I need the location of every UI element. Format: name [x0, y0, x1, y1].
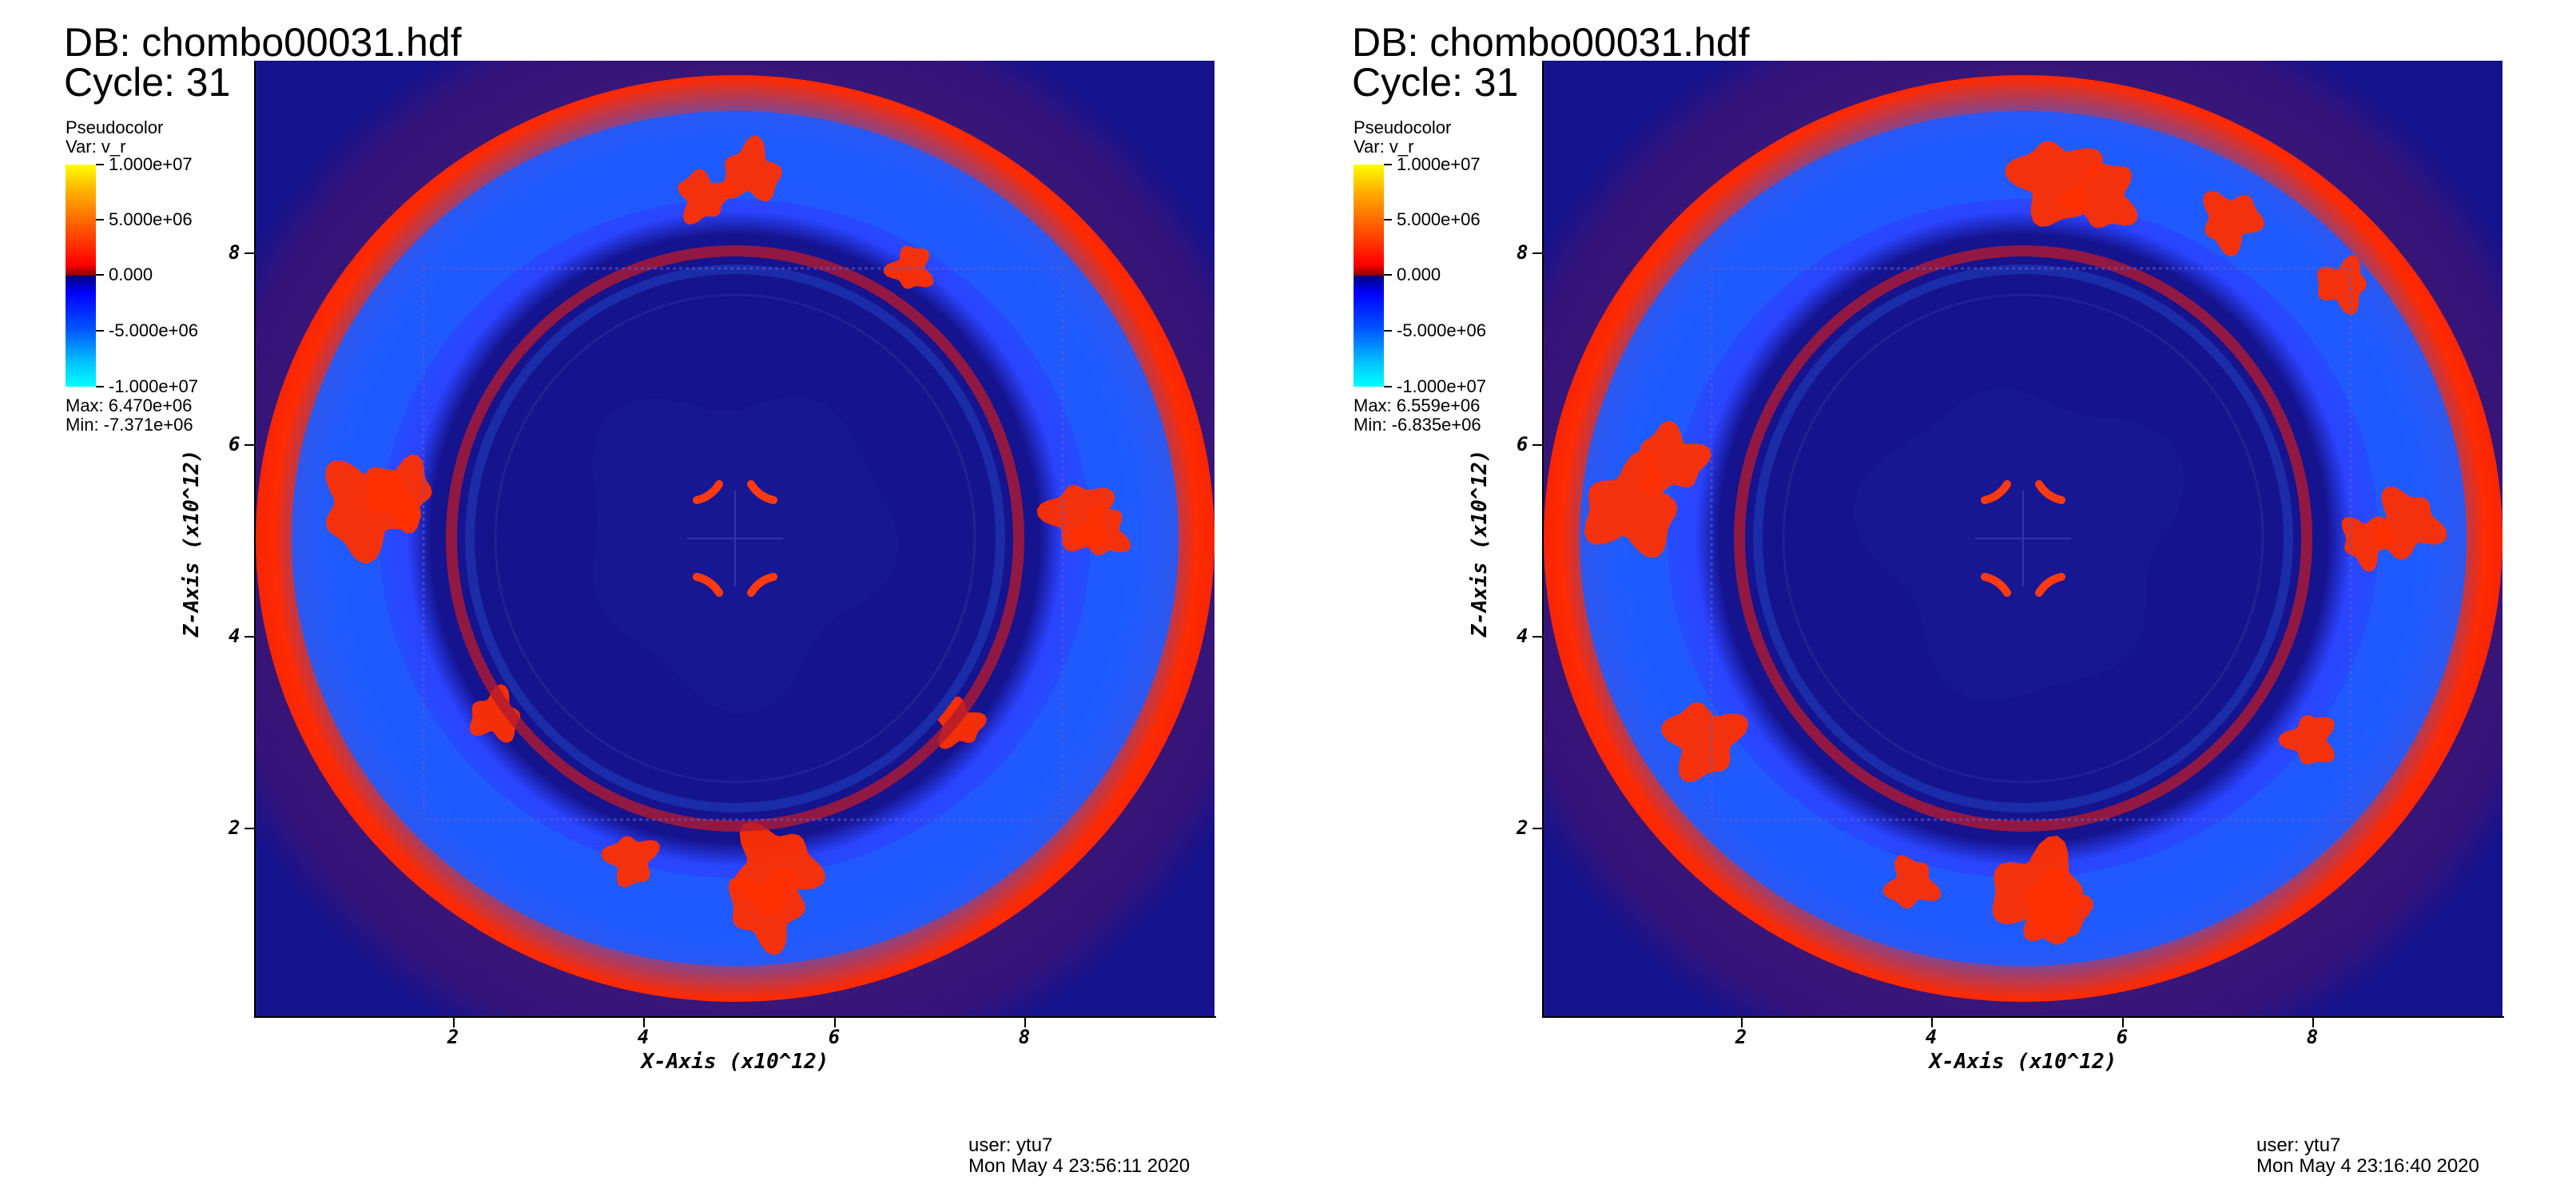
cycle-label: Cycle: 31: [64, 60, 231, 105]
colorbar-tick: [96, 330, 104, 332]
colorbar-tick: [96, 274, 104, 276]
x-tick-label: 4: [637, 1026, 650, 1048]
x-tick-label: 4: [1925, 1026, 1938, 1048]
y-axis-line: [254, 61, 256, 1018]
colorbar: [1354, 165, 1384, 387]
y-tick-label: 8: [229, 241, 241, 264]
colorbar-tick-label: 0.000: [1397, 264, 1441, 284]
y-tick-mark: [244, 636, 254, 638]
legend-max: Max: 6.470e+06: [66, 395, 193, 415]
y-tick-label: 6: [1517, 433, 1529, 455]
colorbar-tick: [96, 164, 104, 165]
legend-variable: Var: v_r: [1354, 137, 1414, 157]
x-tick-label: 2: [447, 1026, 459, 1048]
colorbar: [66, 165, 96, 387]
colorbar-tick-label: -1.000e+07: [109, 376, 198, 396]
x-tick-label: 6: [828, 1026, 841, 1048]
y-tick-label: 2: [1517, 817, 1529, 839]
colorbar-tick-label: 5.000e+06: [1397, 209, 1481, 229]
x-tick-mark: [1024, 1018, 1026, 1027]
database-title: DB: chombo00031.hdf: [1352, 20, 1750, 65]
y-tick-mark: [1532, 444, 1542, 446]
y-tick-label: 8: [1517, 241, 1529, 264]
x-tick-mark: [834, 1018, 836, 1027]
y-tick-mark: [1532, 636, 1542, 638]
colorbar-tick: [1384, 330, 1392, 332]
pseudocolor-field: [1544, 61, 2502, 1016]
y-axis-label: Z-Axis (x10^12): [180, 449, 204, 638]
y-tick-mark: [1532, 252, 1542, 254]
user-label: user: ytu7: [968, 1134, 1053, 1156]
legend-plot-type: Pseudocolor: [1354, 117, 1452, 137]
y-tick-mark: [244, 828, 254, 829]
x-tick-mark: [1741, 1018, 1743, 1027]
colorbar-tick-label: 5.000e+06: [109, 209, 193, 229]
x-axis-label: X-Axis (x10^12): [641, 1050, 829, 1074]
y-tick-label: 4: [1517, 625, 1529, 647]
x-axis-label: X-Axis (x10^12): [1929, 1050, 2117, 1074]
plot-area[interactable]: [256, 61, 1214, 1016]
legend-max: Max: 6.559e+06: [1354, 395, 1481, 415]
x-tick-label: 8: [2306, 1026, 2319, 1048]
y-tick-label: 2: [229, 817, 241, 839]
x-tick-label: 6: [2116, 1026, 2129, 1048]
pseudocolor-field: [256, 61, 1214, 1016]
y-tick-mark: [244, 252, 254, 254]
colorbar-tick-label: 0.000: [109, 264, 153, 284]
colorbar-tick-label: -5.000e+06: [109, 320, 198, 340]
database-title: DB: chombo00031.hdf: [64, 20, 462, 65]
colorbar-tick-label: 1.000e+07: [1397, 154, 1481, 174]
y-axis-line: [1542, 61, 1544, 1018]
colorbar-tick-label: -1.000e+07: [1397, 376, 1486, 396]
colorbar-tick: [1384, 164, 1392, 165]
colorbar-tick: [96, 386, 104, 387]
date-label: Mon May 4 23:56:11 2020: [968, 1155, 1191, 1177]
colorbar-tick: [1384, 219, 1392, 221]
y-tick-mark: [244, 444, 254, 446]
x-tick-mark: [2312, 1018, 2314, 1027]
y-tick-label: 4: [229, 625, 241, 647]
x-tick-mark: [453, 1018, 455, 1027]
date-label: Mon May 4 23:16:40 2020: [2256, 1155, 2479, 1177]
user-label: user: ytu7: [2256, 1134, 2341, 1156]
y-axis-label: Z-Axis (x10^12): [1468, 449, 1492, 638]
colorbar-tick: [96, 219, 104, 221]
colorbar-tick-label: 1.000e+07: [109, 154, 193, 174]
plot-area[interactable]: [1544, 61, 2502, 1016]
x-tick-label: 2: [1735, 1026, 1747, 1048]
legend-min: Min: -6.835e+06: [1354, 415, 1481, 435]
legend-variable: Var: v_r: [66, 137, 126, 157]
x-tick-mark: [643, 1018, 645, 1027]
x-axis-line: [254, 1016, 1216, 1018]
legend-plot-type: Pseudocolor: [66, 117, 164, 137]
cycle-label: Cycle: 31: [1352, 60, 1519, 105]
legend-min: Min: -7.371e+06: [66, 415, 193, 435]
x-tick-mark: [1931, 1018, 1933, 1027]
y-tick-label: 6: [229, 433, 241, 455]
colorbar-tick: [1384, 274, 1392, 276]
x-tick-mark: [2122, 1018, 2124, 1027]
colorbar-tick-label: -5.000e+06: [1397, 320, 1486, 340]
y-tick-mark: [1532, 828, 1542, 829]
x-tick-label: 8: [1018, 1026, 1031, 1048]
x-axis-line: [1542, 1016, 2504, 1018]
colorbar-tick: [1384, 386, 1392, 387]
